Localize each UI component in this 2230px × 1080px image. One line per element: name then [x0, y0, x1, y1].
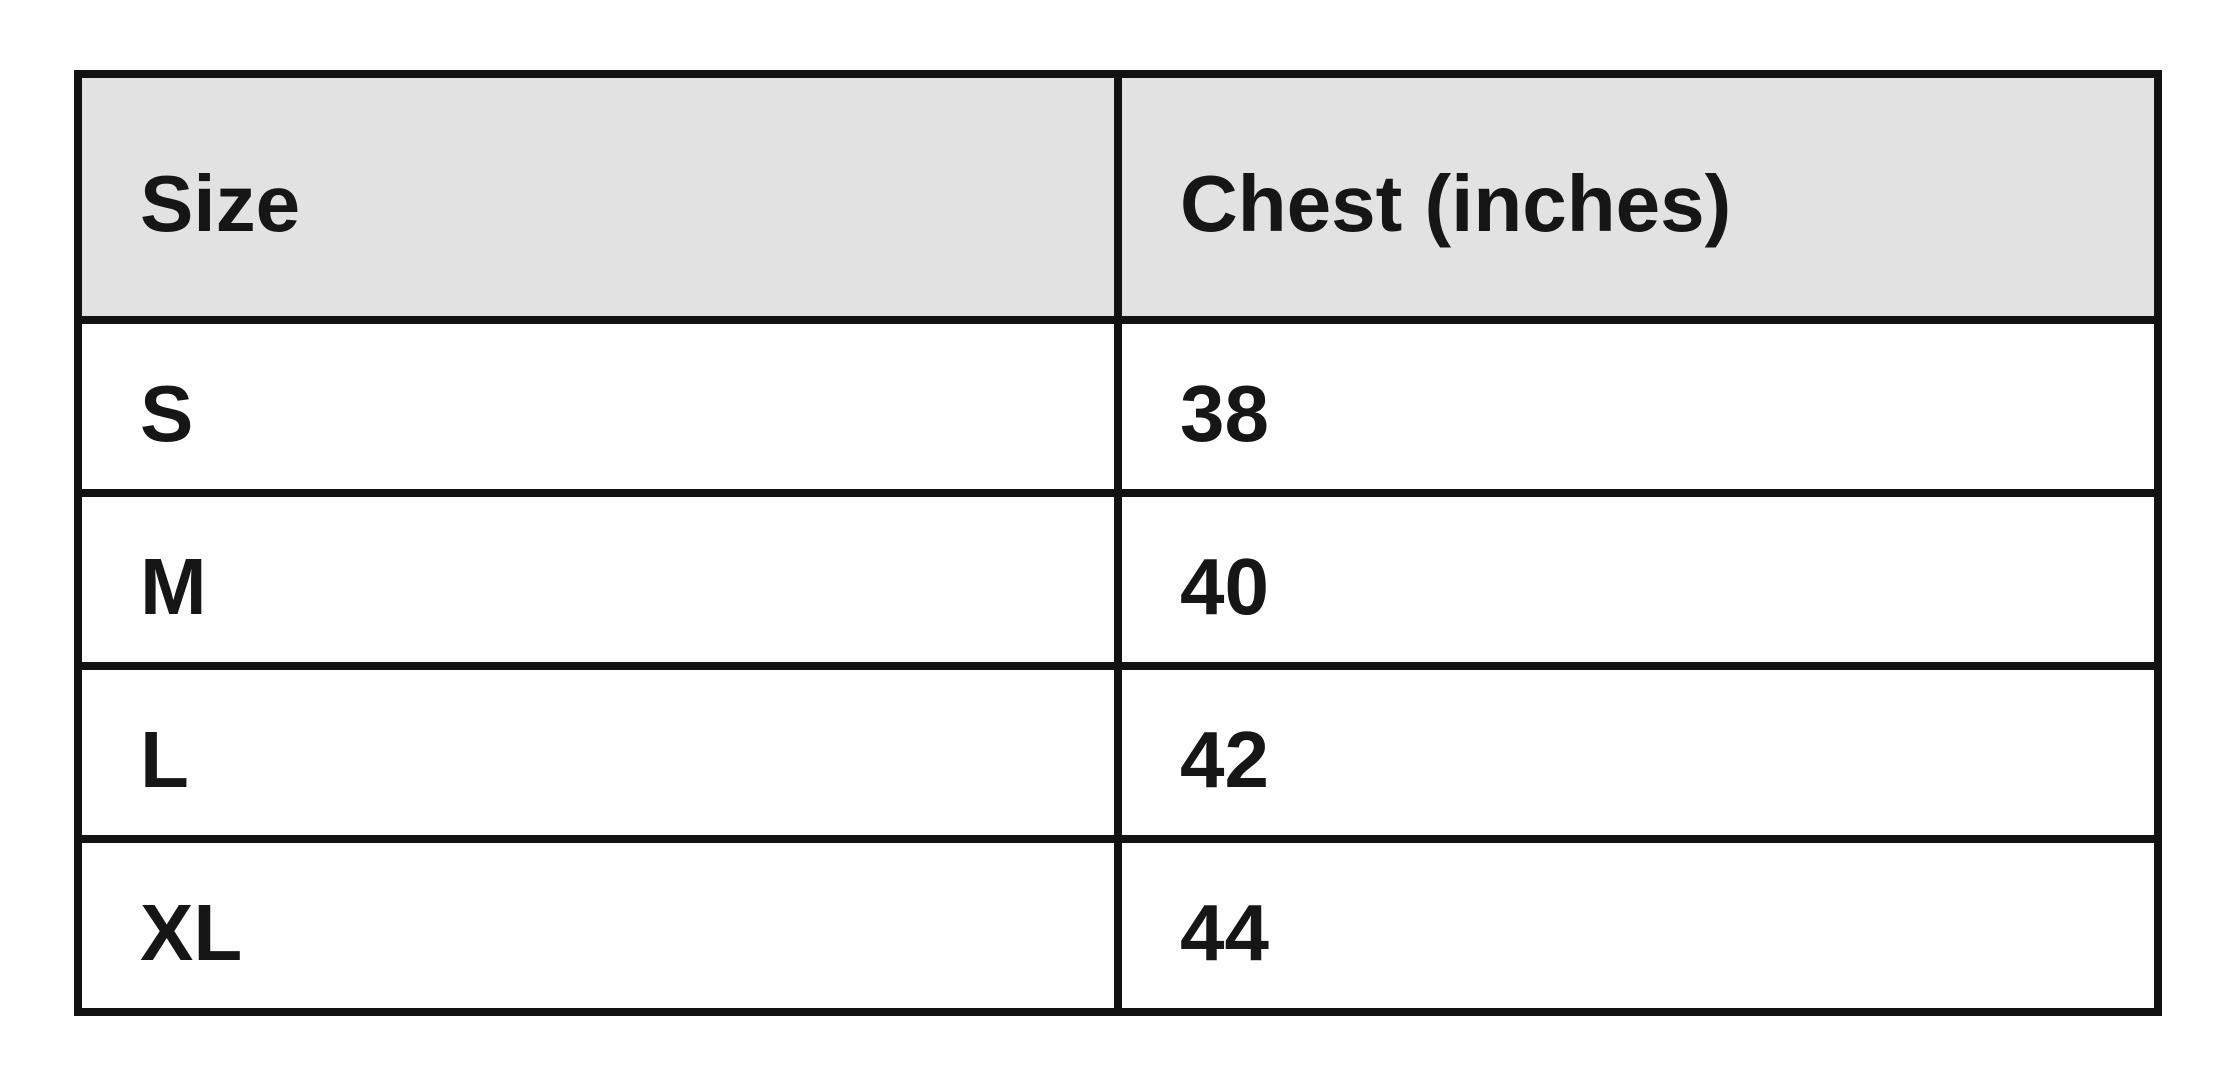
table-header: Size Chest (inches) — [74, 70, 2162, 324]
size-cell-m: M — [74, 489, 1122, 670]
table-row: L 42 — [74, 662, 2162, 843]
column-header-chest: Chest (inches) — [1114, 70, 2162, 324]
size-cell-xl: XL — [74, 835, 1122, 1016]
table-row: M 40 — [74, 489, 2162, 670]
size-cell-s: S — [74, 316, 1122, 497]
column-header-size: Size — [74, 70, 1122, 324]
size-chart-table: Size Chest (inches) S 38 M 40 L 42 XL 44 — [74, 70, 2162, 1016]
chest-cell-m: 40 — [1114, 489, 2162, 670]
chest-cell-xl: 44 — [1114, 835, 2162, 1016]
table-row: S 38 — [74, 316, 2162, 497]
chest-cell-s: 38 — [1114, 316, 2162, 497]
table-row: XL 44 — [74, 835, 2162, 1016]
table-body: S 38 M 40 L 42 XL 44 — [74, 316, 2162, 1016]
size-cell-l: L — [74, 662, 1122, 843]
chest-cell-l: 42 — [1114, 662, 2162, 843]
header-row: Size Chest (inches) — [74, 70, 2162, 324]
